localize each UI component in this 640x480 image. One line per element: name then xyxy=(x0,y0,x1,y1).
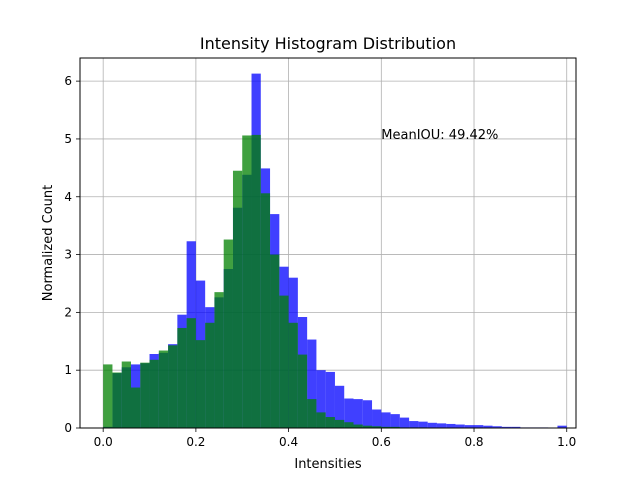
histogram-bar-series-1 xyxy=(427,422,437,428)
histogram-bar-series-2 xyxy=(205,322,215,428)
x-tick-label: 0.0 xyxy=(94,435,113,449)
y-axis-label: Normalized Count xyxy=(41,185,56,301)
histogram-bar-series-2 xyxy=(372,426,382,428)
histogram-bar-series-1 xyxy=(455,424,465,428)
histogram-bar-series-2 xyxy=(130,387,141,428)
y-tick-label: 5 xyxy=(64,132,72,146)
x-tick-label: 1.0 xyxy=(557,435,576,449)
histogram-bar-series-1 xyxy=(390,414,400,428)
histogram-bar-series-1 xyxy=(307,339,317,428)
x-tick-label: 0.6 xyxy=(372,435,391,449)
histogram-bar-series-2 xyxy=(279,295,289,428)
histogram-bar-series-1 xyxy=(381,412,391,428)
histogram-bar-series-1 xyxy=(399,417,410,428)
histogram-bar-series-1 xyxy=(492,426,502,428)
y-tick-label: 0 xyxy=(64,421,72,435)
histogram-bar-series-2 xyxy=(223,239,233,428)
y-tick-label: 3 xyxy=(64,248,72,262)
histogram-bar-series-2 xyxy=(390,426,400,428)
histogram-bar-series-1 xyxy=(464,425,475,428)
histogram-bar-series-2 xyxy=(325,417,335,428)
histogram-bar-series-2 xyxy=(214,292,224,428)
histogram-bar-series-1 xyxy=(409,421,419,428)
x-tick-label: 0.2 xyxy=(186,435,205,449)
histogram-bar-series-2 xyxy=(242,135,252,428)
histogram-bar-series-2 xyxy=(158,350,169,428)
x-tick-label: 0.8 xyxy=(464,435,483,449)
histogram-bar-series-2 xyxy=(121,361,131,428)
histogram-bar-series-2 xyxy=(297,354,308,428)
mean-iou-annotation: MeanIOU: 49.42% xyxy=(381,128,498,143)
x-tick-label: 0.4 xyxy=(279,435,298,449)
histogram-bar-series-1 xyxy=(474,425,484,428)
histogram-bar-series-2 xyxy=(307,399,317,428)
histogram-bar-series-2 xyxy=(362,425,373,428)
y-tick-label: 4 xyxy=(64,190,72,204)
histogram-bar-series-2 xyxy=(112,372,122,428)
histogram-bar-series-1 xyxy=(501,426,512,428)
y-tick-label: 2 xyxy=(64,305,72,319)
histogram-bar-series-2 xyxy=(168,345,178,428)
histogram-bar-series-2 xyxy=(186,318,196,428)
histogram-bar-series-1 xyxy=(334,385,345,428)
histogram-bar-series-2 xyxy=(103,364,113,428)
chart-title: Intensity Histogram Distribution xyxy=(200,34,456,53)
histogram-bar-series-1 xyxy=(557,425,567,428)
histogram-bar-series-1 xyxy=(372,409,382,428)
histogram-bar-series-1 xyxy=(446,423,456,428)
histogram-bar-series-2 xyxy=(353,424,363,428)
histogram-bar-series-1 xyxy=(353,399,363,428)
histogram-bar-series-2 xyxy=(288,322,298,428)
histogram-bar-series-2 xyxy=(316,412,326,428)
x-axis-label: Intensities xyxy=(294,457,361,472)
histogram-bar-series-1 xyxy=(325,371,335,428)
histogram-bar-series-1 xyxy=(344,398,354,428)
histogram-bar-series-2 xyxy=(260,193,271,428)
histogram-bar-series-1 xyxy=(418,421,428,428)
histogram-bar-series-2 xyxy=(149,359,159,428)
histogram-bar-series-2 xyxy=(270,254,280,428)
y-tick-label: 6 xyxy=(64,74,72,88)
plot-frame xyxy=(79,57,577,429)
histogram-bar-series-2 xyxy=(334,419,345,428)
histogram-bar-series-2 xyxy=(177,327,187,428)
histogram-bar-series-2 xyxy=(232,170,243,428)
histogram-bar-series-2 xyxy=(251,134,261,428)
histogram-bar-series-1 xyxy=(362,400,373,428)
histogram-bar-series-1 xyxy=(483,425,493,428)
axis-ticks: 0.0 0.2 0.4 0.6 0.8 1.0 0 1 2 3 4 5 6 xyxy=(64,74,576,449)
histogram-bar-series-2 xyxy=(140,362,150,428)
histogram-bar-series-1 xyxy=(511,426,521,428)
y-tick-label: 1 xyxy=(64,363,72,377)
histogram-bar-series-2 xyxy=(344,422,354,428)
histogram-bar-series-1 xyxy=(316,370,326,428)
histogram-bar-series-2 xyxy=(195,340,206,428)
histogram-bars xyxy=(103,73,567,428)
histogram-bar-series-2 xyxy=(381,426,391,428)
histogram-bar-series-1 xyxy=(436,423,447,428)
